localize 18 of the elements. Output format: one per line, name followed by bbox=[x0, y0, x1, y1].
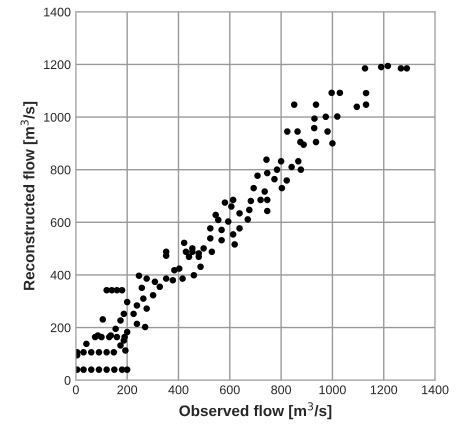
y-tick-label: 600 bbox=[50, 218, 71, 227]
x-tick-label: 1000 bbox=[319, 385, 346, 394]
y-tick-label: 0 bbox=[64, 376, 71, 385]
x-tick-label: 1400 bbox=[422, 385, 448, 394]
x-tick-label: 400 bbox=[168, 385, 188, 394]
x-tick-label: 800 bbox=[271, 385, 292, 394]
x-tick-label: 200 bbox=[117, 385, 138, 394]
y-tick-label: 400 bbox=[50, 270, 71, 280]
x-tick-label: 1200 bbox=[370, 385, 398, 394]
y-tick-label: 1000 bbox=[44, 112, 71, 122]
y-tick-label: 800 bbox=[50, 165, 71, 174]
x-axis-title: Observed flow [m$^{3}$/s] bbox=[179, 402, 332, 420]
x-tick-label: 0 bbox=[72, 385, 79, 394]
y-tick-label: 200 bbox=[50, 323, 71, 332]
y-tick-label: 1400 bbox=[44, 8, 71, 16]
y-axis-title: Reconstructed flow [m$^{3}$/s] bbox=[20, 102, 38, 290]
x-tick-label: 600 bbox=[220, 385, 240, 394]
y-tick-label: 1200 bbox=[44, 60, 71, 70]
